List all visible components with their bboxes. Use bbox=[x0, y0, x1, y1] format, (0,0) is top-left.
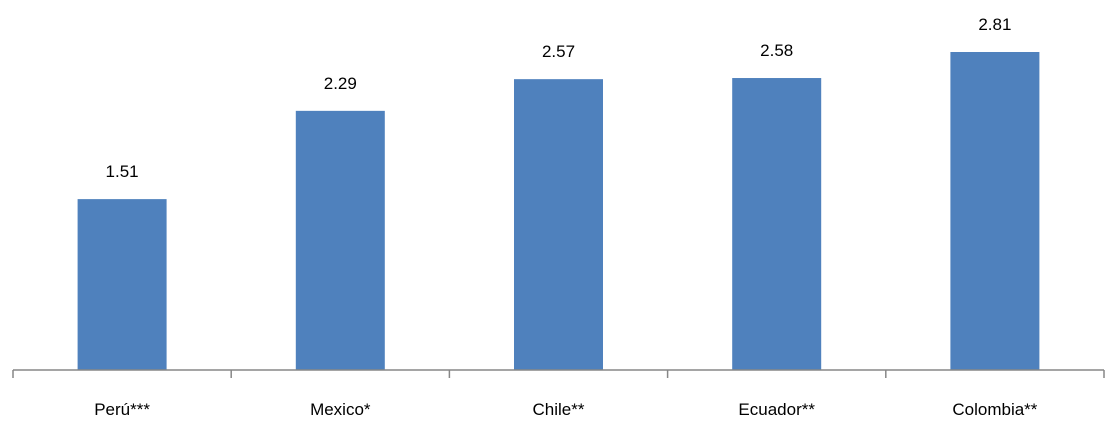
x-tick-label: Perú*** bbox=[94, 400, 150, 419]
bars-group bbox=[77, 52, 1040, 370]
bar-5 bbox=[950, 52, 1040, 370]
x-tick-label: Ecuador** bbox=[738, 400, 815, 419]
bar-value-label: 2.57 bbox=[542, 42, 575, 61]
bar-value-label: 2.29 bbox=[324, 74, 357, 93]
bar-3 bbox=[514, 79, 603, 370]
x-axis-ticks-group bbox=[12, 370, 1105, 378]
x-tick-label: Colombia** bbox=[952, 400, 1037, 419]
value-labels-group: 1.51 2.29 2.57 2.58 2.81 bbox=[106, 15, 1012, 181]
x-tick-label: Chile** bbox=[533, 400, 585, 419]
category-labels-group: Perú*** Mexico* Chile** Ecuador** Colombia** bbox=[94, 400, 1038, 419]
bar-4 bbox=[732, 78, 822, 370]
bar-value-label: 2.58 bbox=[760, 41, 793, 60]
x-tick-label: Mexico* bbox=[310, 400, 371, 419]
bar-1 bbox=[77, 199, 167, 370]
bar-2 bbox=[295, 110, 385, 370]
bar-value-label: 2.81 bbox=[978, 15, 1011, 34]
bar-value-label: 1.51 bbox=[106, 162, 139, 181]
